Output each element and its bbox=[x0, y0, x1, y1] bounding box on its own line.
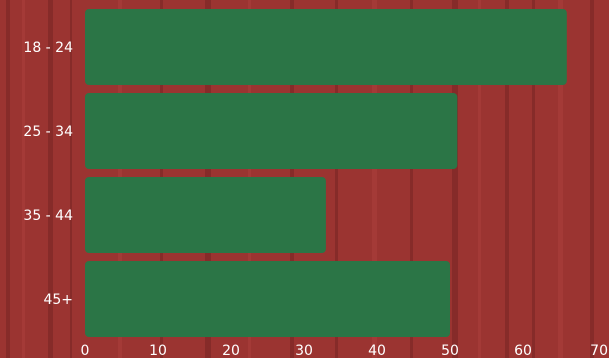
wood-grain-streak bbox=[48, 0, 53, 358]
wood-grain-streak bbox=[452, 0, 458, 358]
wood-grain-streak bbox=[22, 0, 25, 358]
wood-grain-streak bbox=[590, 0, 594, 358]
x-tick-label: 20 bbox=[222, 343, 240, 358]
x-tick-label: 40 bbox=[368, 343, 386, 358]
wood-grain-streak bbox=[6, 0, 10, 358]
wood-grain-streak bbox=[372, 0, 377, 358]
bar-1 bbox=[85, 93, 458, 169]
wood-grain-streak bbox=[70, 0, 72, 358]
wood-grain-streak bbox=[478, 0, 481, 358]
x-tick-label: 50 bbox=[441, 343, 459, 358]
category-labels: 18 - 24 25 - 34 35 - 44 45+ bbox=[23, 40, 73, 308]
wood-grain-streak bbox=[335, 0, 338, 358]
bar-2 bbox=[85, 177, 326, 253]
wood-grain-streak bbox=[410, 0, 413, 358]
category-label: 25 - 34 bbox=[23, 124, 73, 140]
wood-grain-streak bbox=[532, 0, 535, 358]
bar-3 bbox=[85, 261, 450, 337]
x-tick-label: 70 bbox=[590, 343, 608, 358]
category-label: 18 - 24 bbox=[23, 40, 73, 56]
wood-grain-streak bbox=[558, 0, 563, 358]
x-axis-tick-labels: 0 10 20 30 40 50 60 70 bbox=[81, 343, 608, 358]
x-tick-label: 0 bbox=[81, 343, 90, 358]
bar-0 bbox=[85, 9, 567, 85]
x-tick-label: 10 bbox=[149, 343, 167, 358]
wood-grain-streak bbox=[505, 0, 509, 358]
x-tick-label: 60 bbox=[514, 343, 532, 358]
category-label: 35 - 44 bbox=[23, 208, 73, 224]
category-label: 45+ bbox=[43, 292, 73, 308]
bars-group bbox=[85, 9, 567, 337]
x-tick-label: 30 bbox=[295, 343, 313, 358]
